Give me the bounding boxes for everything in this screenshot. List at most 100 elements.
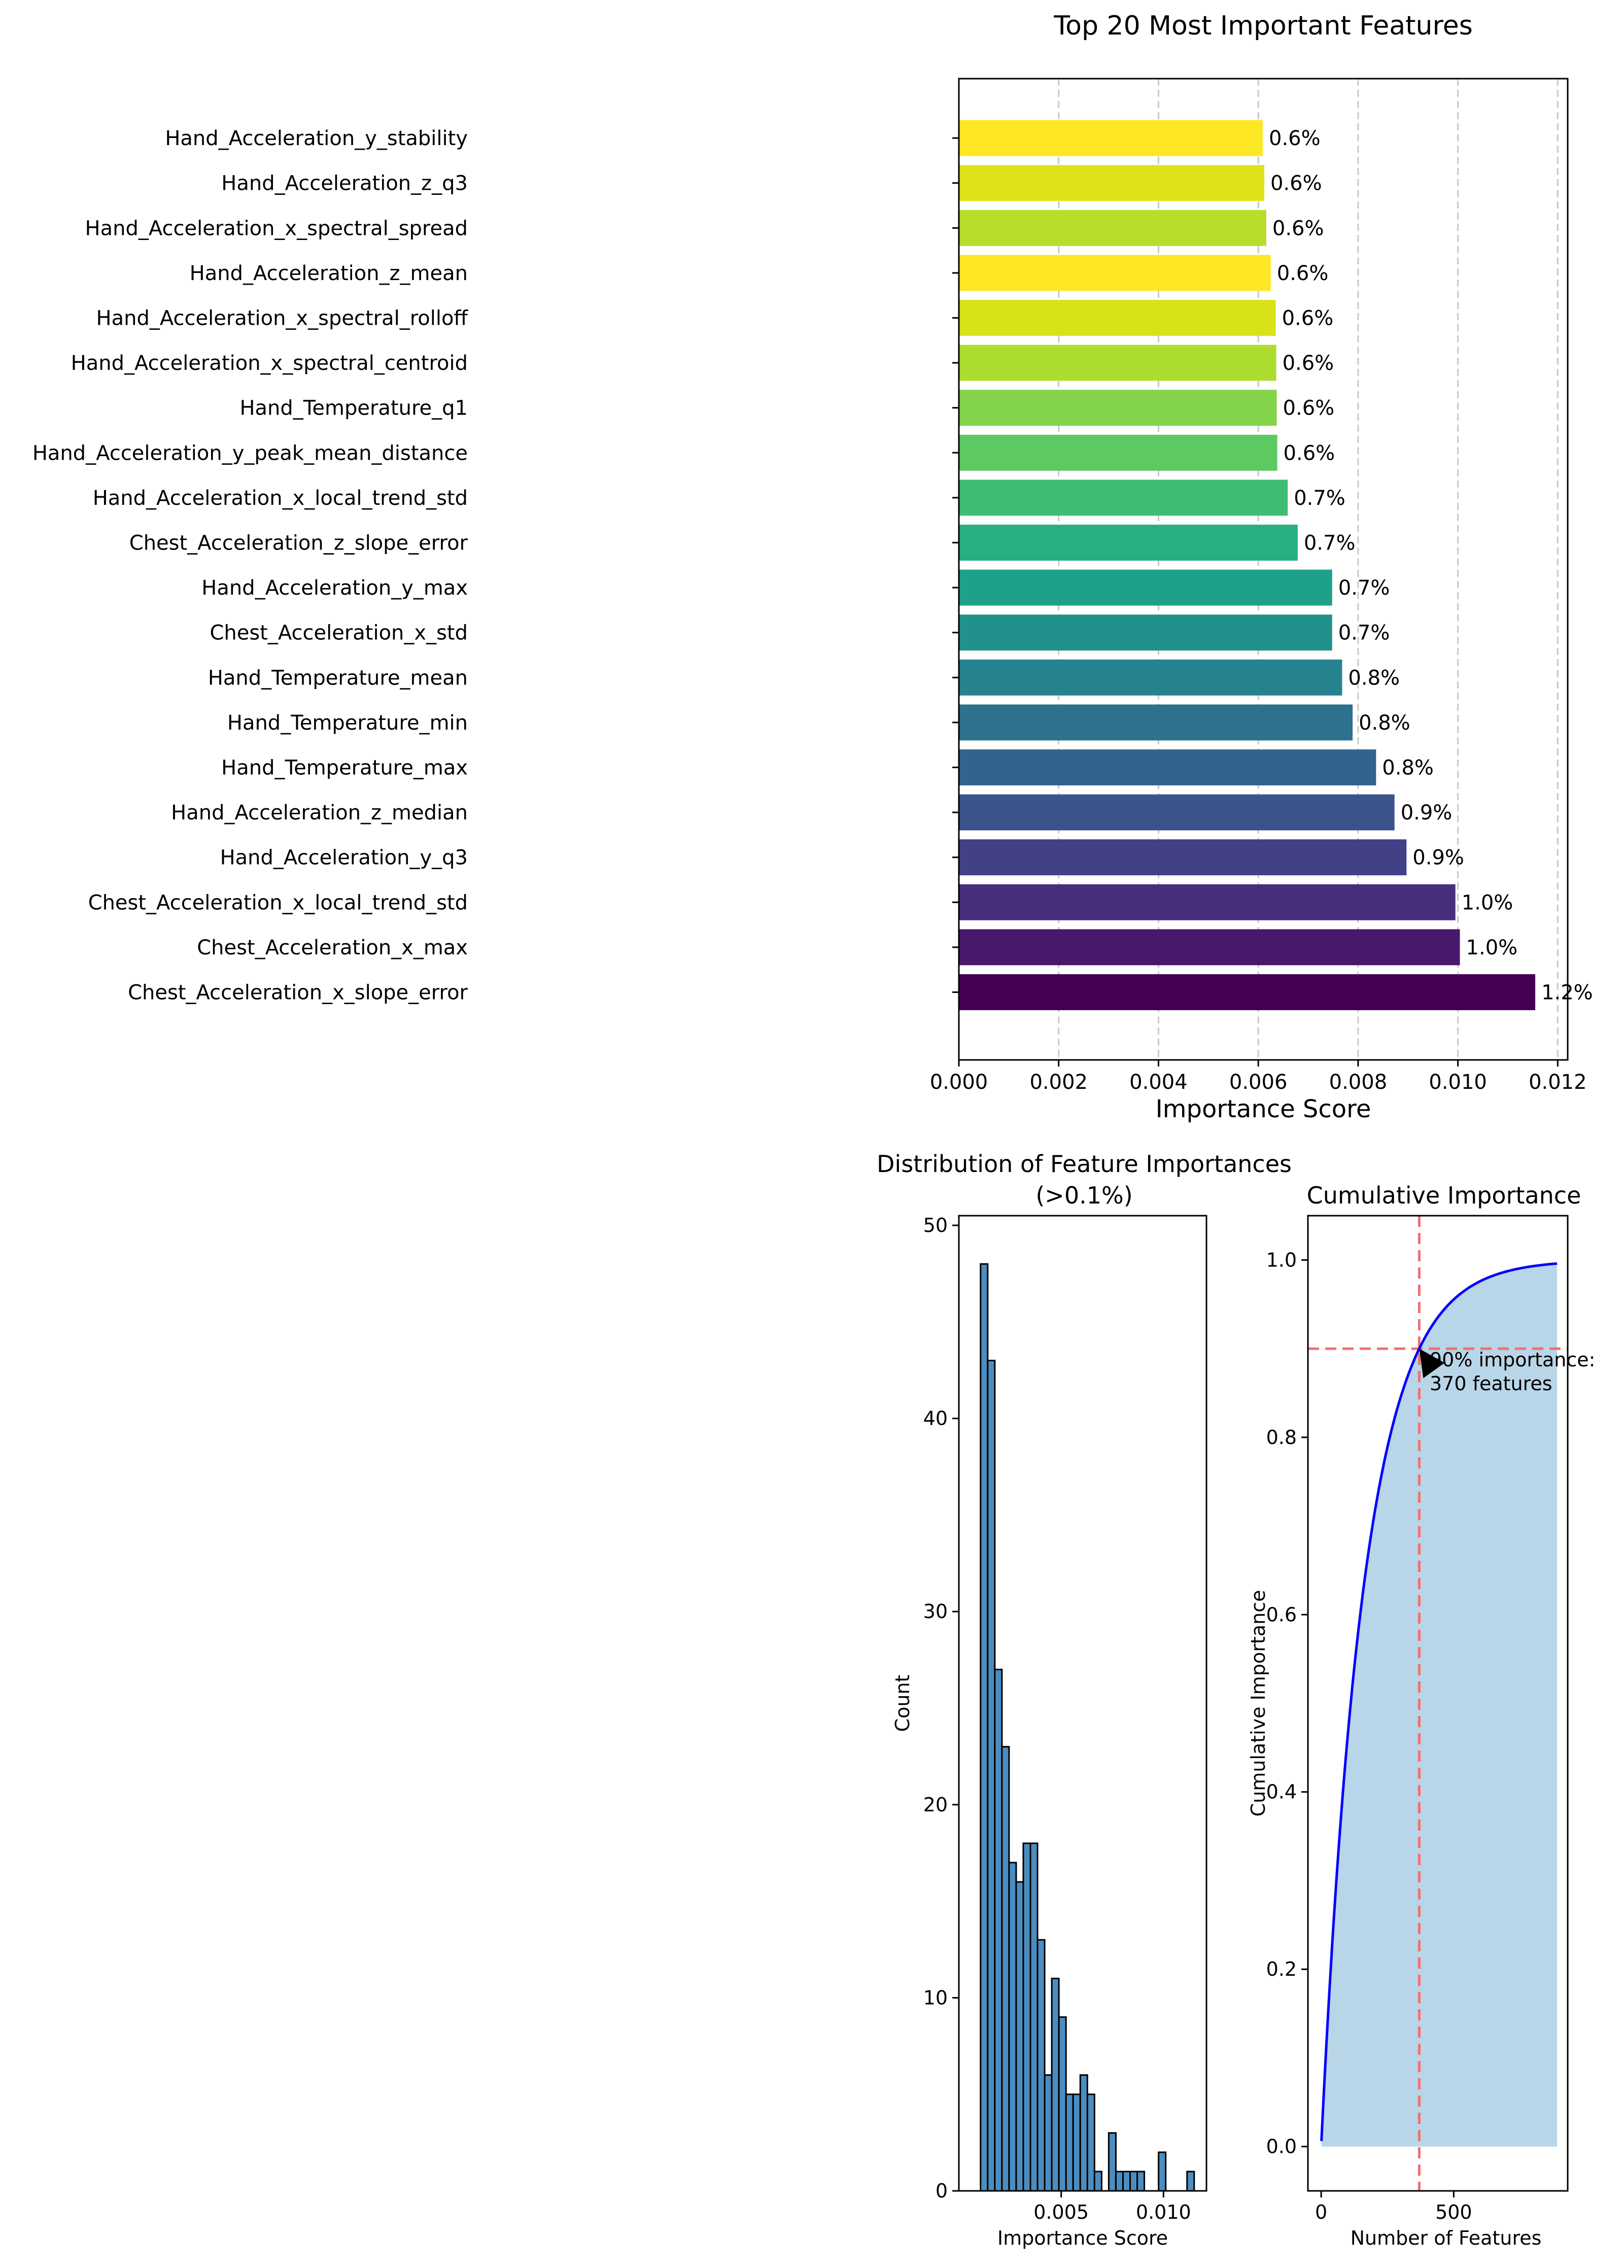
bar-value-label: 0.7% <box>1338 576 1390 600</box>
cumulative-area-fill <box>1321 1263 1558 2147</box>
x-tick-label: 0 <box>1315 2201 1327 2223</box>
y-tick-label: 40 <box>923 1407 948 1430</box>
bar-value-label: 0.7% <box>1304 532 1356 555</box>
category-label: Hand_Acceleration_z_mean <box>190 262 468 285</box>
bar-chart-category-labels: Chest_Acceleration_x_slope_error Chest_Ac… <box>32 127 959 1005</box>
annotation-line2: 370 features <box>1430 1372 1552 1395</box>
bar-value-label: 0.6% <box>1269 127 1321 150</box>
histogram-bar <box>994 1668 1003 2192</box>
bar-value-label: 0.6% <box>1272 217 1324 240</box>
x-tick-label: 0.008 <box>1329 1071 1388 1094</box>
category-label: Hand_Temperature_q1 <box>239 397 468 420</box>
category-label: Hand_Temperature_max <box>221 757 468 780</box>
bar <box>959 434 1277 471</box>
bar-chart-bars <box>959 120 1536 1010</box>
x-tick-label: 0.012 <box>1529 1071 1587 1094</box>
category-label: Hand_Acceleration_z_q3 <box>221 172 468 195</box>
y-tick-label: 20 <box>923 1794 948 1816</box>
bar <box>959 345 1276 381</box>
bar-chart-x-axis-label: Importance Score <box>1156 1095 1371 1123</box>
histogram-bar <box>1129 2171 1138 2192</box>
cumulative-title: Cumulative Importance <box>1307 1182 1581 1209</box>
y-tick-label: 0.4 <box>1266 1781 1297 1803</box>
category-label: Hand_Acceleration_x_spectral_centroid <box>71 352 468 375</box>
histogram-bar <box>1186 2171 1195 2192</box>
bar <box>959 255 1271 291</box>
cumulative-frame <box>1307 1215 1569 2192</box>
y-tick-label: 0.0 <box>1266 2136 1297 2158</box>
bar <box>959 929 1460 966</box>
category-label: Hand_Acceleration_x_local_trend_std <box>93 487 468 510</box>
importance-histogram: Distribution of Feature Importances (>0.… <box>877 1150 1292 2249</box>
histogram-bar <box>1122 2171 1131 2192</box>
bar-chart-title: Top 20 Most Important Features <box>1053 11 1473 41</box>
bar-value-label: 0.9% <box>1401 801 1453 824</box>
bar-value-label: 0.8% <box>1348 666 1400 690</box>
bar <box>959 884 1456 920</box>
category-label: Hand_Acceleration_z_median <box>171 801 468 824</box>
histogram-bar <box>1036 1939 1046 2192</box>
x-tick-label: 0.006 <box>1229 1071 1288 1094</box>
histogram-bar <box>987 1359 996 2192</box>
y-tick-label: 50 <box>923 1214 948 1236</box>
histogram-bar <box>1072 2093 1081 2192</box>
bar <box>959 749 1376 785</box>
x-tick-label: 0.005 <box>1033 2201 1089 2223</box>
top-features-chart: Top 20 Most Important Features 1.2%1.0%1… <box>32 11 1593 1123</box>
histogram-bar <box>1086 2093 1095 2192</box>
category-label: Chest_Acceleration_z_slope_error <box>129 532 468 555</box>
bar-value-label: 0.6% <box>1282 307 1334 330</box>
histogram-title-line2: (>0.1%) <box>1035 1182 1132 1209</box>
histogram-bar <box>1044 2074 1053 2192</box>
category-label: Chest_Acceleration_x_max <box>197 936 468 959</box>
cumulative-importance-chart: Cumulative Importance 0 500 0.0 0.2 0.4 0.6 0.… <box>1247 1182 1595 2249</box>
y-tick-label: 0 <box>936 2180 948 2202</box>
annotation-line1: 90% importance: <box>1430 1349 1595 1371</box>
histogram-y-axis-label: Count <box>891 1675 914 1732</box>
bar-value-label: 0.7% <box>1338 622 1390 645</box>
histogram-bar <box>1136 2171 1146 2192</box>
bar <box>959 974 1536 1010</box>
y-tick-label: 30 <box>923 1600 948 1623</box>
bar-value-label: 0.8% <box>1382 757 1434 780</box>
bar <box>959 165 1264 201</box>
histogram-bar <box>1051 1977 1060 2192</box>
category-label: Hand_Acceleration_y_q3 <box>220 846 468 870</box>
bar-value-label: 0.6% <box>1277 262 1329 285</box>
bar-value-label: 0.6% <box>1283 352 1334 375</box>
bar <box>959 704 1353 741</box>
bar-chart-x-ticks: 0.000 0.002 0.004 0.006 0.008 0.010 0.012 <box>930 1060 1587 1094</box>
histogram-bar <box>1015 1881 1024 2192</box>
category-label: Chest_Acceleration_x_std <box>210 622 468 645</box>
annotation-arrow-head <box>1419 1349 1445 1379</box>
bar-value-label: 0.8% <box>1359 711 1410 735</box>
bar <box>959 614 1332 651</box>
bar <box>959 659 1342 696</box>
x-tick-label: 0.004 <box>1129 1071 1188 1094</box>
histogram-ticks: 0.005 0.010 0 10 20 30 40 50 <box>923 1214 1191 2223</box>
histogram-bar <box>1108 2132 1117 2192</box>
histogram-bar <box>1008 1862 1017 2192</box>
histogram-bar <box>980 1263 989 2192</box>
bar <box>959 120 1263 156</box>
histogram-frame <box>958 1215 1207 2192</box>
bar <box>959 525 1298 561</box>
histogram-bars <box>980 1263 1195 2192</box>
x-tick-label: 0.010 <box>1136 2201 1191 2223</box>
histogram-bar <box>1093 2171 1102 2192</box>
category-label: Hand_Acceleration_x_spectral_rolloff <box>96 307 469 330</box>
y-tick-label: 0.8 <box>1266 1426 1297 1449</box>
histogram-title-line1: Distribution of Feature Importances <box>877 1150 1292 1178</box>
y-tick-label: 0.6 <box>1266 1603 1297 1626</box>
bar-value-label: 0.9% <box>1412 846 1464 870</box>
category-label: Hand_Acceleration_y_max <box>201 576 468 600</box>
x-tick-label: 0.000 <box>930 1071 988 1094</box>
histogram-bar <box>1022 1842 1031 2192</box>
x-tick-label: 0.010 <box>1429 1071 1487 1094</box>
y-tick-label: 1.0 <box>1266 1249 1297 1271</box>
bar-value-label: 0.6% <box>1270 172 1322 195</box>
bar <box>959 479 1288 516</box>
cumulative-y-axis-label: Cumulative Importance <box>1247 1590 1269 1817</box>
bar <box>959 390 1277 426</box>
